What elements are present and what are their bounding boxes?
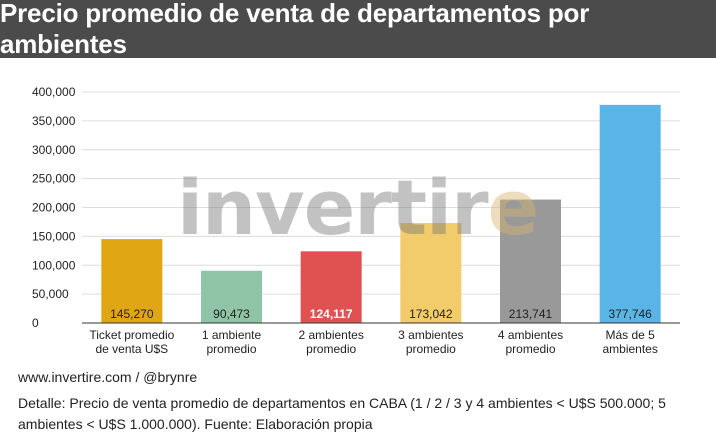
bar	[101, 239, 163, 323]
x-tick-label: 4 ambientes	[498, 328, 563, 342]
bar	[400, 223, 462, 323]
x-tick-label: Más de 5	[605, 328, 655, 342]
bar-value-label: 173,042	[409, 307, 453, 321]
detail-note: Detalle: Precio de venta promedio de dep…	[18, 395, 666, 432]
x-tick-label: promedio	[206, 342, 256, 356]
y-tick-label: 200,000	[32, 201, 76, 215]
y-tick-label: 250,000	[32, 172, 76, 186]
y-tick-label: 350,000	[32, 114, 76, 128]
x-tick-label: de venta U$S	[95, 342, 168, 356]
y-tick-label: 50,000	[32, 287, 69, 301]
bar-value-label: 124,117	[310, 307, 353, 321]
bar-value-label: 90,473	[213, 307, 250, 321]
y-tick-label: 400,000	[32, 85, 76, 99]
y-tick-label: 150,000	[32, 229, 76, 243]
x-tick-label: promedio	[505, 342, 555, 356]
bar	[201, 270, 262, 323]
bar	[300, 251, 362, 323]
y-tick-label: 300,000	[32, 143, 76, 157]
source-website: www.invertire.com / @brynre	[18, 369, 198, 385]
bar	[599, 104, 661, 323]
bar-value-label: 145,270	[110, 307, 154, 321]
bar-value-label: 213,741	[509, 307, 553, 321]
bar	[500, 199, 561, 323]
x-tick-label: 1 ambiente	[202, 328, 262, 342]
y-tick-label: 0	[32, 316, 39, 330]
x-tick-label: promedio	[406, 342, 456, 356]
bar-value-label: 377,746	[608, 307, 652, 321]
chart-title: Precio promedio de venta de departamento…	[0, 0, 716, 59]
x-tick-label: 2 ambientes	[298, 328, 363, 342]
bar-chart: 0 50,000 100,000 150,000 200,000 250,000 300,0…	[32, 85, 680, 356]
x-tick-label: Ticket promedio	[89, 328, 174, 342]
x-tick-label: ambientes	[602, 342, 657, 356]
y-tick-label: 100,000	[32, 258, 76, 272]
watermark-logo: invertire	[177, 163, 539, 252]
x-tick-label: promedio	[306, 342, 356, 356]
x-tick-label: 3 ambientes	[398, 328, 463, 342]
